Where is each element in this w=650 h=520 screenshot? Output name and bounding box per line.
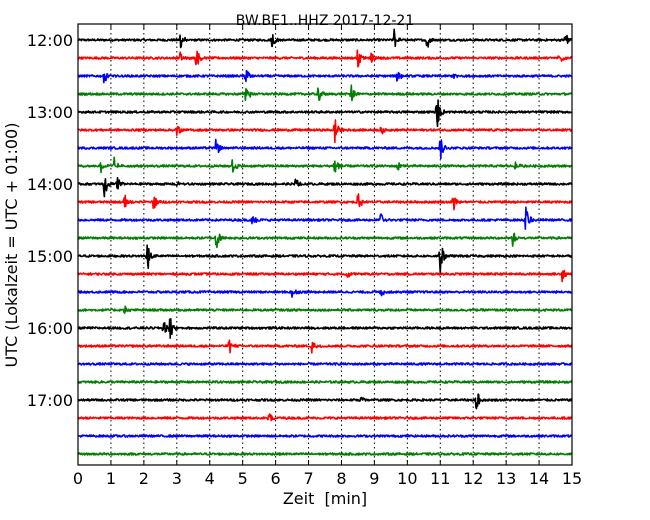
y-axis-label: UTC (Lokalzeit = UTC + 01:00) [2,123,21,368]
x-tick-label: 15 [562,469,582,488]
trace-row [77,84,573,102]
x-tick-label: 9 [369,469,379,488]
trace-row [77,305,573,315]
y-tick-label: 12:00 [27,31,73,50]
x-tick-label: 11 [430,469,450,488]
trace-row [77,119,573,144]
x-tick-label: 2 [139,469,149,488]
x-tick-label: 7 [303,469,313,488]
trace-row [77,269,573,283]
chart-title: BW.BE1..HHZ 2017-12-21 [236,13,415,29]
trace-row [77,232,573,249]
trace-row [77,413,573,422]
trace-row [77,156,573,174]
trace-row [77,362,573,366]
x-tick-label: 5 [238,469,248,488]
gridlines [110,24,540,465]
x-tick-label: 10 [397,469,417,488]
trace-row [77,289,573,298]
trace-row [77,49,573,68]
x-tick-label: 13 [496,469,516,488]
y-tick-label: 14:00 [27,175,73,194]
trace-row [77,244,573,274]
trace-row [77,99,573,128]
x-tick-label: 8 [336,469,346,488]
y-tick-label: 17:00 [27,391,73,410]
y-tick-label: 16:00 [27,319,73,338]
trace-row [77,69,573,84]
x-tick-label: 12 [463,469,483,488]
trace-row [77,176,573,198]
trace-row [77,206,573,230]
x-tick-label: 6 [271,469,281,488]
traces [77,28,573,456]
trace-row [77,434,573,438]
y-ticks: 12:00 13:00 14:00 15:00 16:00 17:00 [27,31,572,410]
trace-row [77,393,573,410]
x-axis-label: Zeit [min] [283,489,367,508]
x-tick-label: 4 [205,469,215,488]
trace-row [77,28,573,49]
trace-row [77,193,573,211]
trace-row [77,339,573,354]
x-tick-label: 1 [106,469,116,488]
x-ticks: 0 1 2 3 4 5 6 7 8 9 10 11 12 13 14 15 [73,24,582,488]
y-tick-label: 15:00 [27,247,73,266]
trace-row [77,452,573,456]
x-tick-label: 14 [529,469,549,488]
plot-frame [77,23,573,466]
x-tick-label: 0 [73,469,83,488]
y-tick-label: 13:00 [27,103,73,122]
trace-row [77,380,573,384]
trace-row [77,138,573,160]
trace-row [77,318,573,339]
x-tick-label: 3 [172,469,182,488]
